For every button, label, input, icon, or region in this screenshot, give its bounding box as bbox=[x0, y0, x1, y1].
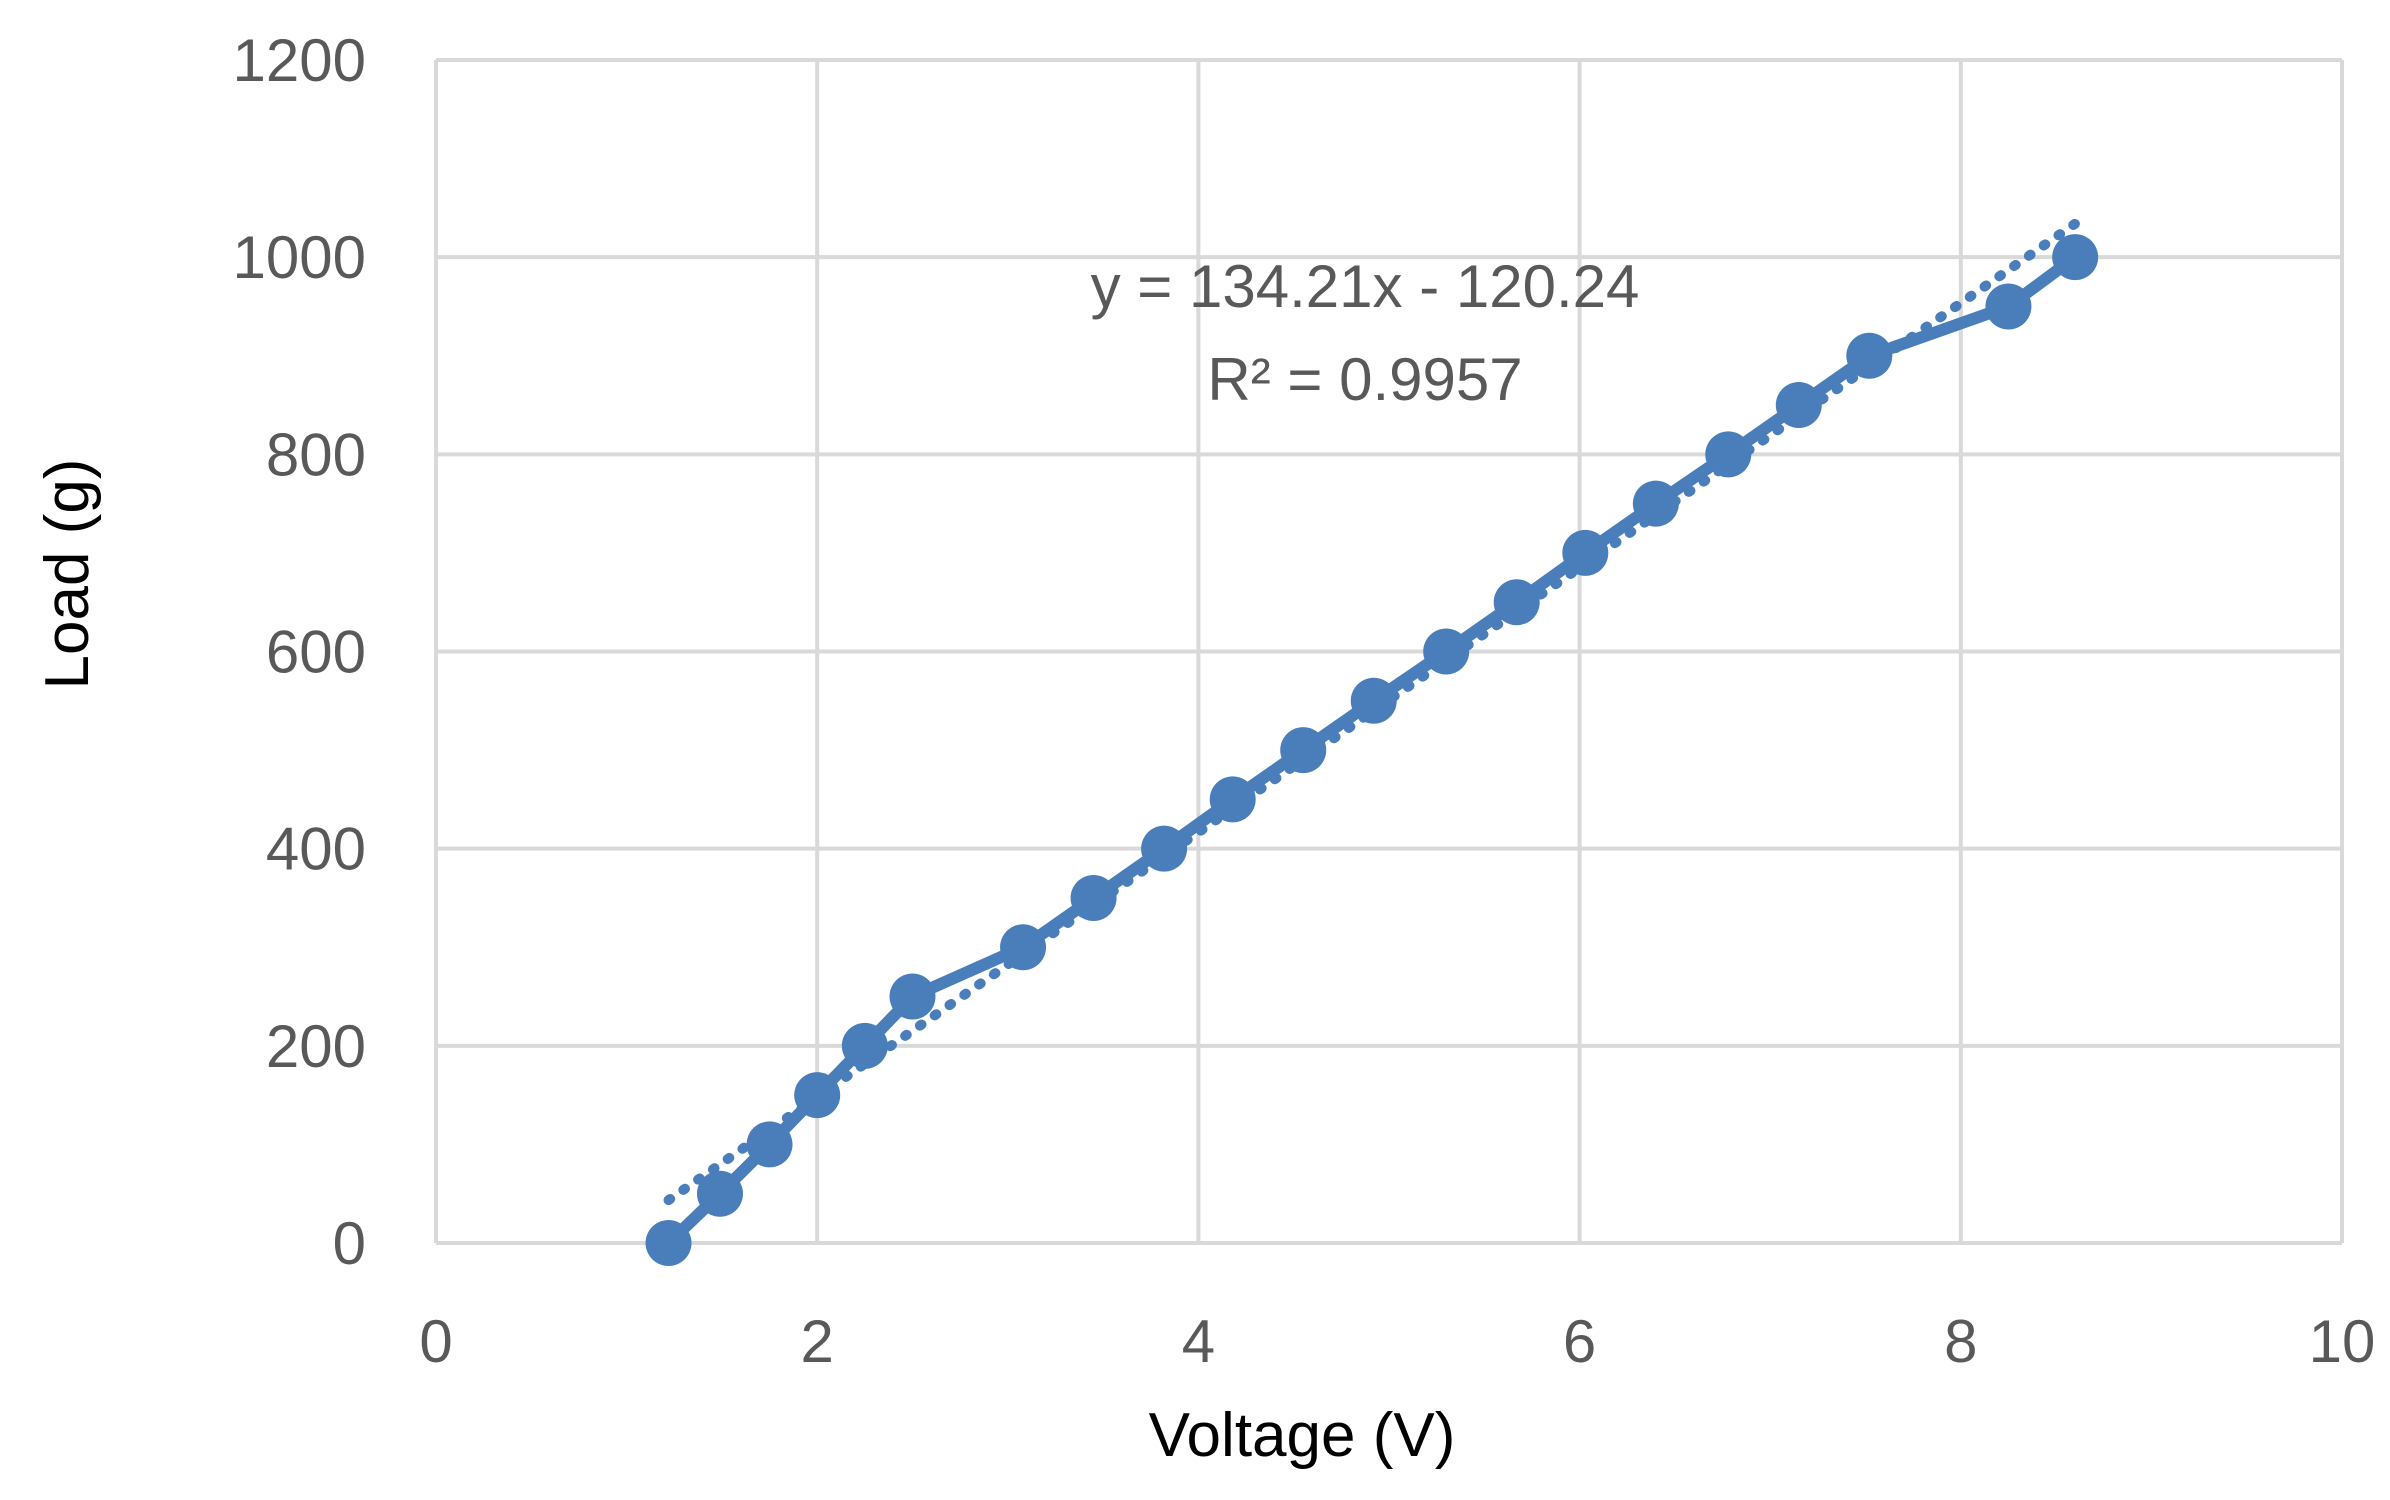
data-point bbox=[746, 1121, 793, 1168]
data-point bbox=[1846, 332, 1893, 379]
y-tick-label: 1200 bbox=[233, 27, 366, 94]
data-point bbox=[1209, 776, 1256, 823]
y-tick-label: 1000 bbox=[233, 224, 366, 291]
data-point bbox=[841, 1022, 888, 1069]
data-point bbox=[1280, 727, 1327, 774]
y-tick-label: 400 bbox=[266, 816, 366, 883]
x-tick-label: 6 bbox=[1563, 1308, 1596, 1375]
x-tick-label: 0 bbox=[419, 1308, 452, 1375]
data-point bbox=[1985, 283, 2032, 330]
y-tick-label: 200 bbox=[266, 1013, 366, 1080]
data-point bbox=[1775, 382, 1822, 429]
data-point bbox=[1070, 874, 1117, 921]
data-point bbox=[794, 1072, 841, 1119]
trendline bbox=[663, 218, 2081, 1206]
y-tick-label: 0 bbox=[333, 1210, 366, 1277]
x-axis-title: Voltage (V) bbox=[1149, 1401, 1456, 1470]
x-tick-label: 4 bbox=[1182, 1308, 1215, 1375]
tick-labels: 0 2 4 6 8 10 0 200 400 600 800 1000 1200 bbox=[233, 27, 2376, 1375]
data-point bbox=[1632, 480, 1679, 527]
data-point bbox=[1141, 825, 1188, 872]
trendline-line bbox=[663, 218, 2081, 1206]
data-point bbox=[645, 1220, 692, 1266]
data-series bbox=[645, 234, 2099, 1266]
data-point bbox=[889, 973, 936, 1020]
gridlines bbox=[434, 58, 2344, 1245]
data-point bbox=[1423, 628, 1470, 675]
data-point bbox=[1000, 924, 1047, 971]
y-tick-label: 800 bbox=[266, 421, 366, 488]
trendline-r2: R² = 0.9957 bbox=[1207, 346, 1522, 413]
data-point bbox=[696, 1170, 743, 1217]
data-point bbox=[1493, 579, 1540, 626]
y-tick-label: 600 bbox=[266, 619, 366, 686]
x-tick-label: 10 bbox=[2309, 1308, 2376, 1375]
x-tick-label: 2 bbox=[801, 1308, 834, 1375]
data-point bbox=[1705, 431, 1752, 478]
data-point bbox=[1562, 529, 1609, 576]
trendline-equation: y = 134.21x - 120.24 bbox=[1091, 253, 1640, 320]
x-tick-label: 8 bbox=[1944, 1308, 1977, 1375]
data-point bbox=[1350, 677, 1397, 724]
data-point bbox=[2052, 234, 2099, 281]
y-axis-title: Load (g) bbox=[33, 459, 102, 690]
